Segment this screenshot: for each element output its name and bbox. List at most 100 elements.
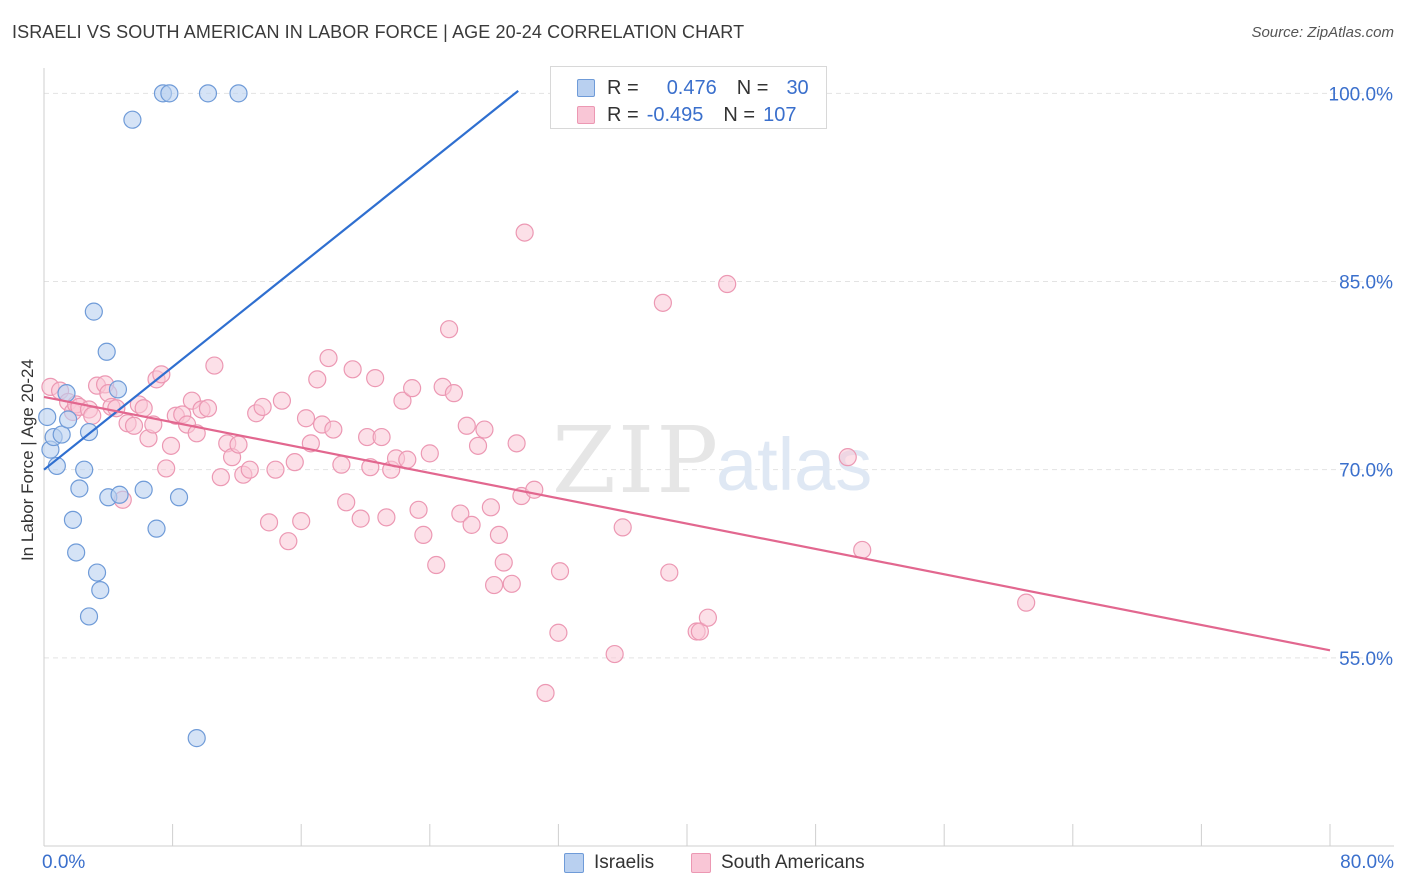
legend-sa-r-value: -0.495: [646, 103, 704, 126]
point-israelis-12: [79, 607, 99, 626]
point-south-americans-93: [660, 563, 679, 582]
legend-swatch-south-americans: [577, 106, 595, 124]
point-south-americans-42: [272, 391, 292, 410]
point-south-americans-72: [444, 384, 464, 403]
trend-line-south-americans: [43, 395, 1331, 652]
point-south-americans-52: [332, 455, 351, 474]
correlation-legend: R = 0.476 N = 30 R = -0.495 N = 107: [550, 66, 827, 129]
point-south-americans-44: [285, 453, 304, 472]
point-south-americans-45: [292, 512, 311, 531]
point-south-americans-46: [296, 409, 316, 428]
point-south-americans-78: [481, 498, 500, 517]
point-south-americans-22: [157, 459, 176, 478]
point-south-americans-60: [377, 508, 396, 527]
legend-sa-n-label: N =: [723, 103, 756, 126]
point-south-americans-15: [124, 416, 144, 435]
y-tick-label-70: 70.0%: [1339, 461, 1393, 482]
point-south-americans-76: [468, 436, 488, 455]
point-south-americans-90: [605, 644, 624, 664]
point-south-americans-51: [324, 420, 343, 439]
point-south-americans-100: [1017, 593, 1036, 612]
bottom-legend-swatch-south-americans: [691, 853, 711, 873]
point-south-americans-37: [240, 460, 259, 479]
point-israelis-13: [84, 302, 103, 321]
point-south-americans-30: [198, 399, 218, 418]
bottom-legend-israelis: Israelis: [564, 852, 654, 874]
point-south-americans-48: [308, 370, 327, 389]
point-israelis-14: [87, 563, 107, 582]
point-south-americans-28: [187, 424, 206, 443]
point-south-americans-41: [266, 460, 285, 479]
point-israelis-21: [134, 480, 153, 499]
x-tick-label-min: 0.0%: [42, 852, 86, 873]
bottom-legend-label-israelis: Israelis: [594, 852, 655, 873]
point-israelis-6: [59, 410, 78, 429]
watermark: ZIP atlas: [552, 407, 872, 514]
point-israelis-4: [52, 425, 71, 444]
legend-israelis-r-value: 0.476: [666, 76, 717, 99]
point-israelis-16: [97, 342, 116, 361]
point-israelis-8: [67, 543, 86, 562]
legend-swatch-israelis: [577, 79, 595, 97]
legend-sa-r-label: R =: [607, 103, 639, 126]
point-south-americans-87: [536, 683, 555, 703]
point-south-americans-40: [259, 513, 279, 532]
point-south-americans-58: [366, 369, 385, 388]
point-israelis-7: [63, 510, 83, 529]
point-israelis-9: [70, 479, 89, 498]
point-israelis-24: [160, 84, 179, 103]
y-tick-label-55: 55.0%: [1339, 649, 1393, 670]
legend-row-israelis: R = 0.476 N = 30: [551, 73, 809, 103]
trend-lines: [43, 89, 1331, 652]
point-south-americans-95: [690, 622, 709, 641]
point-south-americans-71: [439, 320, 459, 339]
point-south-americans-23: [161, 436, 181, 455]
point-south-americans-50: [319, 348, 338, 368]
point-south-americans-68: [420, 444, 439, 463]
south-americans-points: [41, 223, 1036, 703]
point-south-americans-92: [653, 293, 672, 312]
point-south-americans-53: [337, 493, 356, 512]
y-tick-label-85: 85.0%: [1339, 273, 1393, 294]
y-tick-label-100: 100.0%: [1329, 84, 1394, 105]
legend-israelis-n-value: 30: [786, 76, 809, 99]
chart-source: Source: ZipAtlas.com: [1251, 24, 1394, 41]
point-south-americans-89: [550, 562, 570, 581]
point-south-americans-73: [451, 504, 470, 523]
point-israelis-18: [108, 380, 128, 399]
legend-sa-n-value: 107: [763, 103, 797, 126]
point-south-americans-17: [134, 399, 153, 418]
point-south-americans-59: [372, 427, 391, 447]
point-south-americans-66: [409, 500, 428, 519]
point-israelis-0: [38, 407, 57, 427]
point-israelis-25: [169, 488, 189, 507]
point-south-americans-67: [414, 525, 433, 545]
legend-israelis-r-label: R =: [607, 76, 639, 99]
legend-row-south-americans: R = -0.495 N = 107: [551, 100, 796, 130]
y-tick-labels: 55.0% 70.0% 85.0% 100.0%: [1329, 84, 1394, 669]
point-south-americans-75: [462, 515, 481, 534]
point-south-americans-91: [613, 518, 632, 537]
point-south-americans-97: [718, 274, 737, 294]
point-south-americans-74: [457, 416, 476, 435]
point-south-americans-82: [502, 574, 521, 593]
point-south-americans-98: [838, 448, 857, 467]
point-south-americans-81: [494, 553, 513, 572]
point-south-americans-43: [279, 532, 298, 551]
axes: [43, 68, 1394, 847]
point-israelis-22: [147, 519, 166, 538]
israelis-points: [38, 84, 631, 748]
point-israelis-20: [123, 110, 142, 129]
point-south-americans-96: [698, 608, 717, 627]
point-south-americans-69: [427, 555, 446, 575]
point-south-americans-88: [549, 623, 568, 642]
point-israelis-15: [91, 581, 110, 600]
point-south-americans-39: [253, 397, 272, 417]
point-south-americans-54: [343, 360, 362, 379]
point-south-americans-55: [351, 509, 370, 528]
x-tick-label-max: 80.0%: [1340, 852, 1394, 873]
bottom-legend-swatch-israelis: [564, 853, 584, 873]
legend-israelis-n-label: N =: [736, 76, 769, 99]
point-south-americans-80: [489, 525, 509, 545]
point-south-americans-77: [475, 420, 494, 439]
